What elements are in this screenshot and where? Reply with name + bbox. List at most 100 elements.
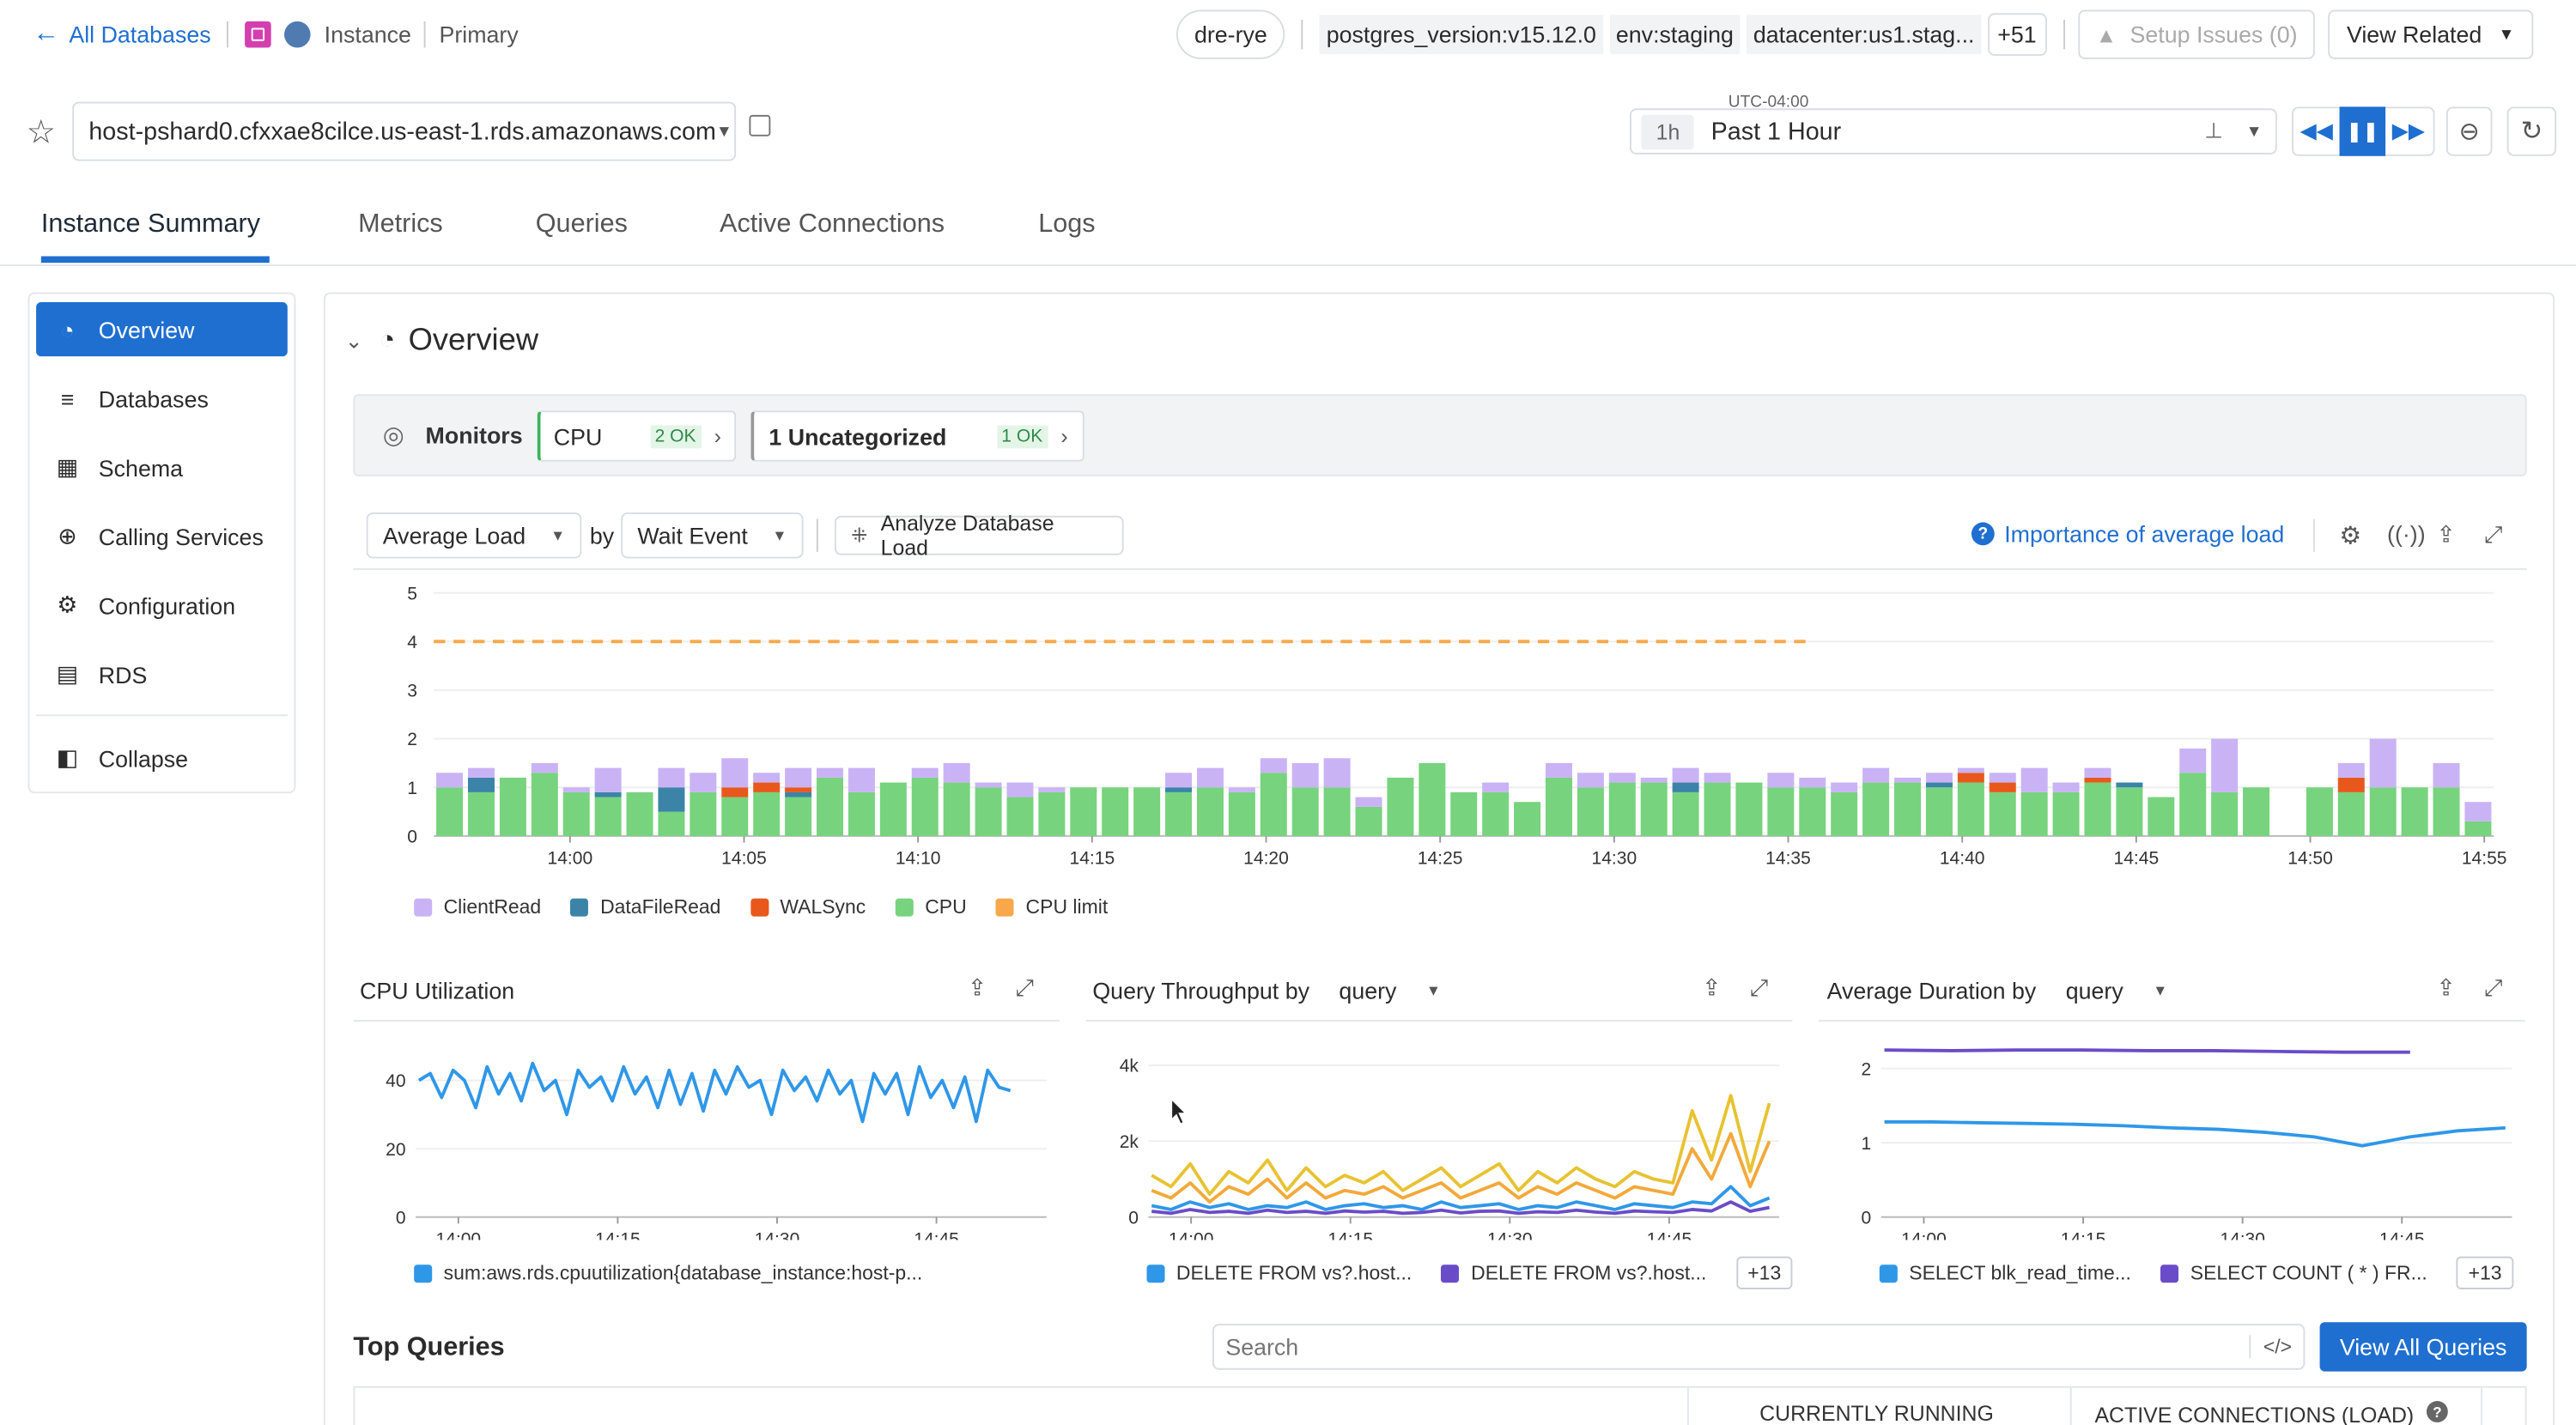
column-header-active[interactable]: ACTIVE CONNECTIONS (LOAD) bbox=[2094, 1402, 2415, 1425]
sidebar-item-overview[interactable]: ◔ Overview bbox=[36, 302, 288, 357]
duration-group-select[interactable]: query bbox=[2065, 977, 2123, 1004]
x-tick-label: 14:45 bbox=[1647, 1229, 1692, 1240]
legend-item[interactable]: WALSync bbox=[750, 895, 866, 919]
expand-icon[interactable]: ⤢ bbox=[1749, 973, 1769, 1001]
bar-cpu bbox=[2337, 791, 2365, 836]
legend-item[interactable]: SELECT COUNT ( * ) FR... bbox=[2160, 1261, 2427, 1284]
table-icon: ▦ bbox=[56, 453, 79, 480]
x-tick-label: 14:00 bbox=[548, 848, 593, 868]
sidebar-item-databases[interactable]: ≡ Databases bbox=[36, 371, 288, 425]
signal-icon[interactable]: ((·)) bbox=[2387, 520, 2426, 548]
legend-item[interactable]: DELETE FROM vs?.host... bbox=[1146, 1261, 1412, 1284]
group-select[interactable]: Wait Event ▼ bbox=[621, 512, 804, 559]
column-header-running[interactable]: CURRENTLY RUNNING bbox=[1759, 1401, 1994, 1425]
bar-cpu bbox=[1862, 782, 1890, 836]
sidebar-item-calling-services[interactable]: ⊕ Calling Services bbox=[36, 509, 288, 563]
sidebar-item-rds[interactable]: ▤ RDS bbox=[36, 647, 288, 701]
throughput-group-select[interactable]: query bbox=[1339, 977, 1397, 1004]
search-input[interactable] bbox=[1225, 1333, 2249, 1361]
bar-clientread bbox=[562, 787, 590, 792]
bar-cpu bbox=[2464, 821, 2492, 836]
expand-icon[interactable]: ⤢ bbox=[2483, 520, 2503, 548]
tab-active-connections[interactable]: Active Connections bbox=[720, 209, 945, 239]
back-link[interactable]: All Databases bbox=[69, 21, 211, 48]
legend-item[interactable]: DataFileRead bbox=[570, 895, 720, 919]
top-queries-search[interactable]: </> bbox=[1212, 1324, 2306, 1370]
export-icon[interactable]: ⇪ bbox=[967, 973, 987, 1001]
series-line bbox=[1151, 1200, 1770, 1216]
bar-clientread bbox=[1545, 762, 1572, 778]
metric-select[interactable]: Average Load ▼ bbox=[366, 512, 582, 559]
fast-forward-icon[interactable]: ▶▶ bbox=[2391, 118, 2426, 143]
y-tick-label: 2 bbox=[1862, 1059, 1872, 1079]
bar-cpu bbox=[2243, 787, 2270, 836]
bar-cpu bbox=[1514, 802, 1541, 836]
bar-cpu bbox=[1577, 787, 1604, 836]
tab-queries[interactable]: Queries bbox=[535, 209, 628, 239]
bar-clientread bbox=[2084, 767, 2111, 778]
legend-item[interactable]: CPU limit bbox=[996, 895, 1108, 919]
legend-item[interactable]: DELETE FROM vs?.host... bbox=[1441, 1261, 1706, 1284]
divider bbox=[227, 21, 229, 48]
setup-issues-button[interactable]: ▲ Setup Issues (0) bbox=[2077, 9, 2316, 59]
legend-item[interactable]: CPU bbox=[895, 895, 967, 919]
bar-clientread bbox=[2369, 738, 2397, 788]
tab-logs[interactable]: Logs bbox=[1038, 209, 1096, 239]
bar-cpu bbox=[1450, 791, 1478, 836]
bar-cpu bbox=[2179, 773, 2207, 836]
export-icon[interactable]: ⇪ bbox=[2436, 520, 2456, 548]
timezone-label: UTC-04:00 bbox=[1728, 94, 1809, 112]
bar-cpu bbox=[2148, 797, 2175, 836]
monitor-uncategorized-button[interactable]: 1 Uncategorized 1 OK › bbox=[750, 410, 1084, 462]
tab-metrics[interactable]: Metrics bbox=[358, 209, 443, 239]
x-tick-label: 14:50 bbox=[2287, 848, 2333, 868]
y-tick-label: 20 bbox=[386, 1140, 405, 1160]
view-related-button[interactable]: View Related ▼ bbox=[2328, 9, 2533, 59]
caret-down-icon[interactable]: ▼ bbox=[1425, 982, 1441, 999]
star-icon[interactable]: ☆ bbox=[26, 114, 56, 152]
copy-icon[interactable] bbox=[749, 114, 771, 136]
tag-chip[interactable]: postgres_version:v15.12.0 bbox=[1320, 15, 1603, 55]
zoom-out-icon[interactable]: ⊖ bbox=[2445, 106, 2493, 156]
export-icon[interactable]: ⇪ bbox=[2436, 973, 2456, 1001]
legend-item[interactable]: SELECT blk_read_time... bbox=[1879, 1261, 2131, 1284]
overview-header[interactable]: ⌄ ◔ Overview bbox=[345, 324, 538, 360]
sidebar-item-schema[interactable]: ▦ Schema bbox=[36, 440, 288, 494]
gear-icon[interactable]: ⚙ bbox=[2339, 522, 2362, 550]
warning-icon: ▲ bbox=[2095, 21, 2117, 47]
sidebar-item-configuration[interactable]: ⚙ Configuration bbox=[36, 578, 288, 632]
tags-more-button[interactable]: +51 bbox=[1987, 13, 2047, 57]
expand-icon[interactable]: ⤢ bbox=[2483, 973, 2503, 1001]
importance-link-label: Importance of average load bbox=[2004, 520, 2285, 548]
importance-link[interactable]: ? Importance of average load bbox=[1971, 520, 2285, 548]
host-select[interactable]: host-pshard0.cfxxae8cilce.us-east-1.rds.… bbox=[72, 101, 737, 161]
pause-icon[interactable]: ❚❚ bbox=[2339, 106, 2386, 156]
legend-more-button[interactable]: +13 bbox=[2457, 1256, 2513, 1289]
monitor-status: 2 OK bbox=[649, 424, 702, 448]
export-icon[interactable]: ⇪ bbox=[1702, 973, 1722, 1001]
time-range-picker[interactable]: 1h Past 1 Hour ⊥ ▼ bbox=[1629, 108, 2277, 155]
monitor-cpu-button[interactable]: CPU 2 OK › bbox=[537, 410, 737, 462]
view-all-queries-button[interactable]: View All Queries bbox=[2319, 1322, 2527, 1372]
expand-icon[interactable]: ⤢ bbox=[1015, 973, 1034, 1001]
pin-icon[interactable]: ⊥ bbox=[2204, 118, 2223, 143]
help-icon[interactable]: ? bbox=[2426, 1401, 2448, 1422]
x-tick-label: 14:10 bbox=[896, 848, 941, 868]
code-icon[interactable]: </> bbox=[2248, 1335, 2292, 1359]
legend-item[interactable]: ClientRead bbox=[414, 895, 541, 919]
breadcrumb-instance: Instance bbox=[324, 21, 411, 48]
tab-instance-summary[interactable]: Instance Summary bbox=[40, 209, 261, 239]
back-arrow-icon[interactable]: ← bbox=[33, 19, 59, 48]
legend-more-button[interactable]: +13 bbox=[1735, 1256, 1793, 1289]
caret-down-icon[interactable]: ▼ bbox=[2153, 982, 2168, 999]
analyze-load-button[interactable]: ⁜ Analyze Database Load bbox=[834, 511, 1124, 560]
refresh-icon[interactable]: ↻ bbox=[2506, 106, 2557, 156]
tag-chip[interactable]: env:staging bbox=[1609, 15, 1741, 55]
rewind-icon[interactable]: ◀◀ bbox=[2300, 118, 2333, 143]
sidebar-collapse-button[interactable]: ◧ Collapse bbox=[36, 731, 288, 785]
tag-chip[interactable]: datacenter:us1.stag... bbox=[1747, 15, 1982, 55]
legend-item[interactable]: sum:aws.rds.cpuutilization{database_inst… bbox=[414, 1261, 922, 1284]
bar-clientread bbox=[1925, 773, 1953, 783]
bar-clientread bbox=[1989, 773, 2016, 783]
tag-chip[interactable]: dre-rye bbox=[1176, 9, 1285, 59]
